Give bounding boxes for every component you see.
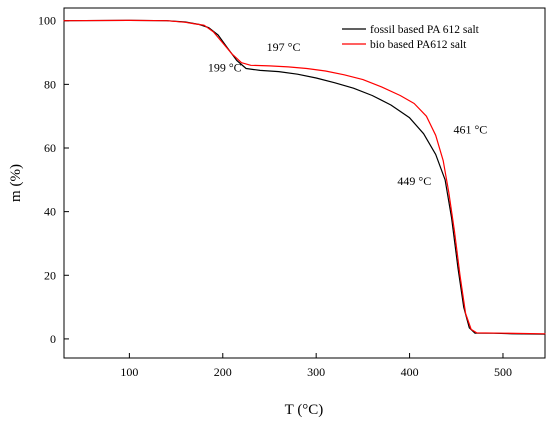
legend: fossil based PA 612 salt bio based PA612 … bbox=[342, 24, 480, 51]
y-tick-label: 20 bbox=[44, 268, 56, 282]
temperature-annotation: 449 °C bbox=[397, 174, 431, 188]
x-tick-label: 100 bbox=[120, 365, 138, 379]
temperature-annotation: 199 °C bbox=[208, 61, 242, 75]
x-tick-label: 500 bbox=[494, 365, 512, 379]
x-axis: 100 200 300 400 500 bbox=[120, 353, 512, 379]
plot-area bbox=[63, 7, 546, 359]
x-tick-label: 200 bbox=[214, 365, 232, 379]
y-axis-title: m (%) bbox=[8, 164, 24, 202]
x-axis-title: T (°C) bbox=[285, 402, 324, 418]
y-tick-label: 40 bbox=[44, 205, 56, 219]
series-layer bbox=[63, 19, 546, 335]
y-tick-label: 100 bbox=[38, 14, 56, 28]
temperature-annotation: 461 °C bbox=[453, 122, 487, 136]
annotations: 199 °C 197 °C 461 °C 449 °C bbox=[208, 40, 487, 188]
y-tick-label: 60 bbox=[44, 141, 56, 155]
x-tick-label: 300 bbox=[307, 365, 325, 379]
x-tick-label: 400 bbox=[401, 365, 419, 379]
y-tick-label: 0 bbox=[50, 332, 56, 346]
temperature-annotation: 197 °C bbox=[267, 40, 301, 54]
legend-label: bio based PA612 salt bbox=[370, 39, 467, 51]
series-line-bio bbox=[63, 19, 546, 335]
legend-label: fossil based PA 612 salt bbox=[370, 24, 480, 36]
y-tick-label: 80 bbox=[44, 77, 56, 91]
